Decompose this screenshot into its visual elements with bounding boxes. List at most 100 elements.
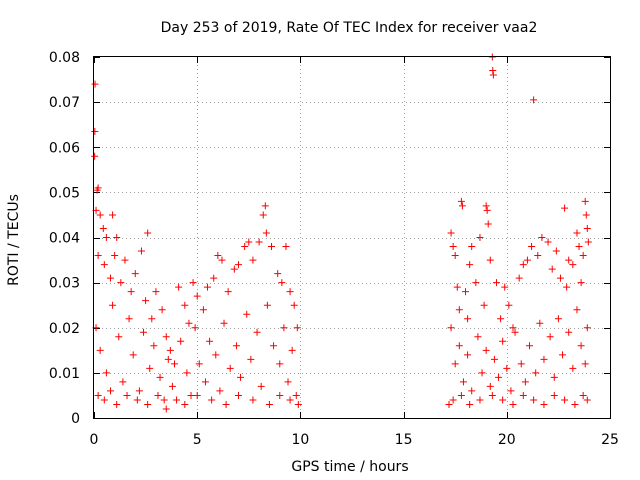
data-point — [115, 333, 123, 341]
data-point — [457, 391, 465, 399]
data-point — [556, 274, 564, 282]
data-point — [453, 283, 461, 291]
data-point — [468, 243, 476, 251]
data-point — [449, 243, 457, 251]
data-point — [462, 288, 470, 296]
data-point — [218, 256, 226, 264]
data-point — [140, 328, 148, 336]
data-point — [117, 279, 125, 287]
data-point — [91, 127, 99, 135]
data-point — [156, 373, 164, 381]
data-point — [191, 324, 199, 332]
data-point — [135, 387, 143, 395]
data-point — [249, 396, 257, 404]
data-point — [466, 261, 474, 269]
data-point — [280, 324, 288, 332]
data-point — [262, 229, 270, 237]
data-point — [214, 252, 222, 260]
data-point — [476, 396, 484, 404]
data-point — [268, 243, 276, 251]
plot-frame — [93, 56, 611, 419]
data-point — [457, 197, 465, 205]
data-point — [94, 252, 102, 260]
y-tick-label: 0.07 — [49, 95, 80, 111]
data-point — [102, 369, 110, 377]
data-point — [230, 265, 238, 273]
data-point — [509, 400, 517, 408]
data-point — [99, 224, 107, 232]
data-point — [577, 279, 585, 287]
data-point — [464, 315, 472, 323]
data-point — [495, 373, 503, 381]
data-point — [234, 391, 242, 399]
data-point — [253, 328, 261, 336]
data-point — [571, 400, 579, 408]
data-point — [96, 346, 104, 354]
data-point — [220, 319, 228, 327]
data-point — [193, 292, 201, 300]
data-point — [148, 315, 156, 323]
data-point — [544, 238, 552, 246]
data-point — [532, 369, 540, 377]
chart-title: Day 253 of 2019, Rate Of TEC Index for r… — [161, 20, 538, 36]
y-tick-label: 0 — [71, 411, 80, 427]
data-point — [183, 369, 191, 377]
data-point — [224, 288, 232, 296]
data-point — [455, 342, 463, 350]
data-point — [226, 364, 234, 372]
x-axis-title: GPS time / hours — [291, 459, 408, 475]
data-point — [519, 261, 527, 269]
y-tick-label: 0.04 — [49, 231, 80, 247]
data-point — [137, 247, 145, 255]
data-point — [284, 378, 292, 386]
data-point — [100, 261, 108, 269]
data-point — [185, 319, 193, 327]
data-point — [476, 234, 484, 241]
data-point — [538, 234, 546, 241]
data-point — [274, 270, 282, 278]
data-point — [499, 337, 507, 345]
data-point — [548, 265, 556, 273]
data-point — [530, 396, 538, 404]
data-point — [540, 400, 548, 408]
data-point — [146, 364, 154, 372]
data-point — [579, 391, 587, 399]
x-tick-label: 15 — [395, 432, 413, 448]
data-point — [565, 256, 573, 264]
data-point — [125, 315, 133, 323]
data-point — [150, 342, 158, 350]
data-point — [189, 279, 197, 287]
data-point — [154, 391, 162, 399]
data-point — [523, 256, 531, 264]
data-point — [93, 186, 101, 194]
data-point — [121, 256, 129, 264]
data-point — [486, 256, 494, 264]
data-point — [243, 310, 251, 318]
x-tick-label: 20 — [498, 432, 516, 448]
data-point — [259, 211, 267, 219]
y-axis-title: ROTI / TECUs — [6, 194, 22, 286]
data-point — [212, 351, 220, 359]
data-point — [170, 360, 178, 368]
data-point — [265, 400, 273, 408]
data-point — [546, 333, 554, 341]
data-point — [573, 306, 581, 314]
data-point — [210, 274, 218, 282]
data-point — [517, 360, 525, 368]
data-point — [501, 283, 509, 291]
data-point — [175, 283, 183, 291]
data-point — [293, 324, 301, 332]
grid — [94, 57, 610, 418]
data-point — [480, 301, 488, 309]
tick-labels: 0 5 10 15 20 25 0 0.01 0.02 0.03 0.04 0.05 0.06 0.07 0… — [49, 50, 619, 448]
data-point — [222, 400, 230, 408]
data-point — [181, 400, 189, 408]
y-tick-label: 0.08 — [49, 50, 80, 66]
data-point — [129, 351, 137, 359]
data-point — [451, 252, 459, 260]
data-point — [478, 369, 486, 377]
data-point — [497, 315, 505, 323]
data-point — [534, 252, 542, 260]
data-point — [489, 71, 497, 79]
